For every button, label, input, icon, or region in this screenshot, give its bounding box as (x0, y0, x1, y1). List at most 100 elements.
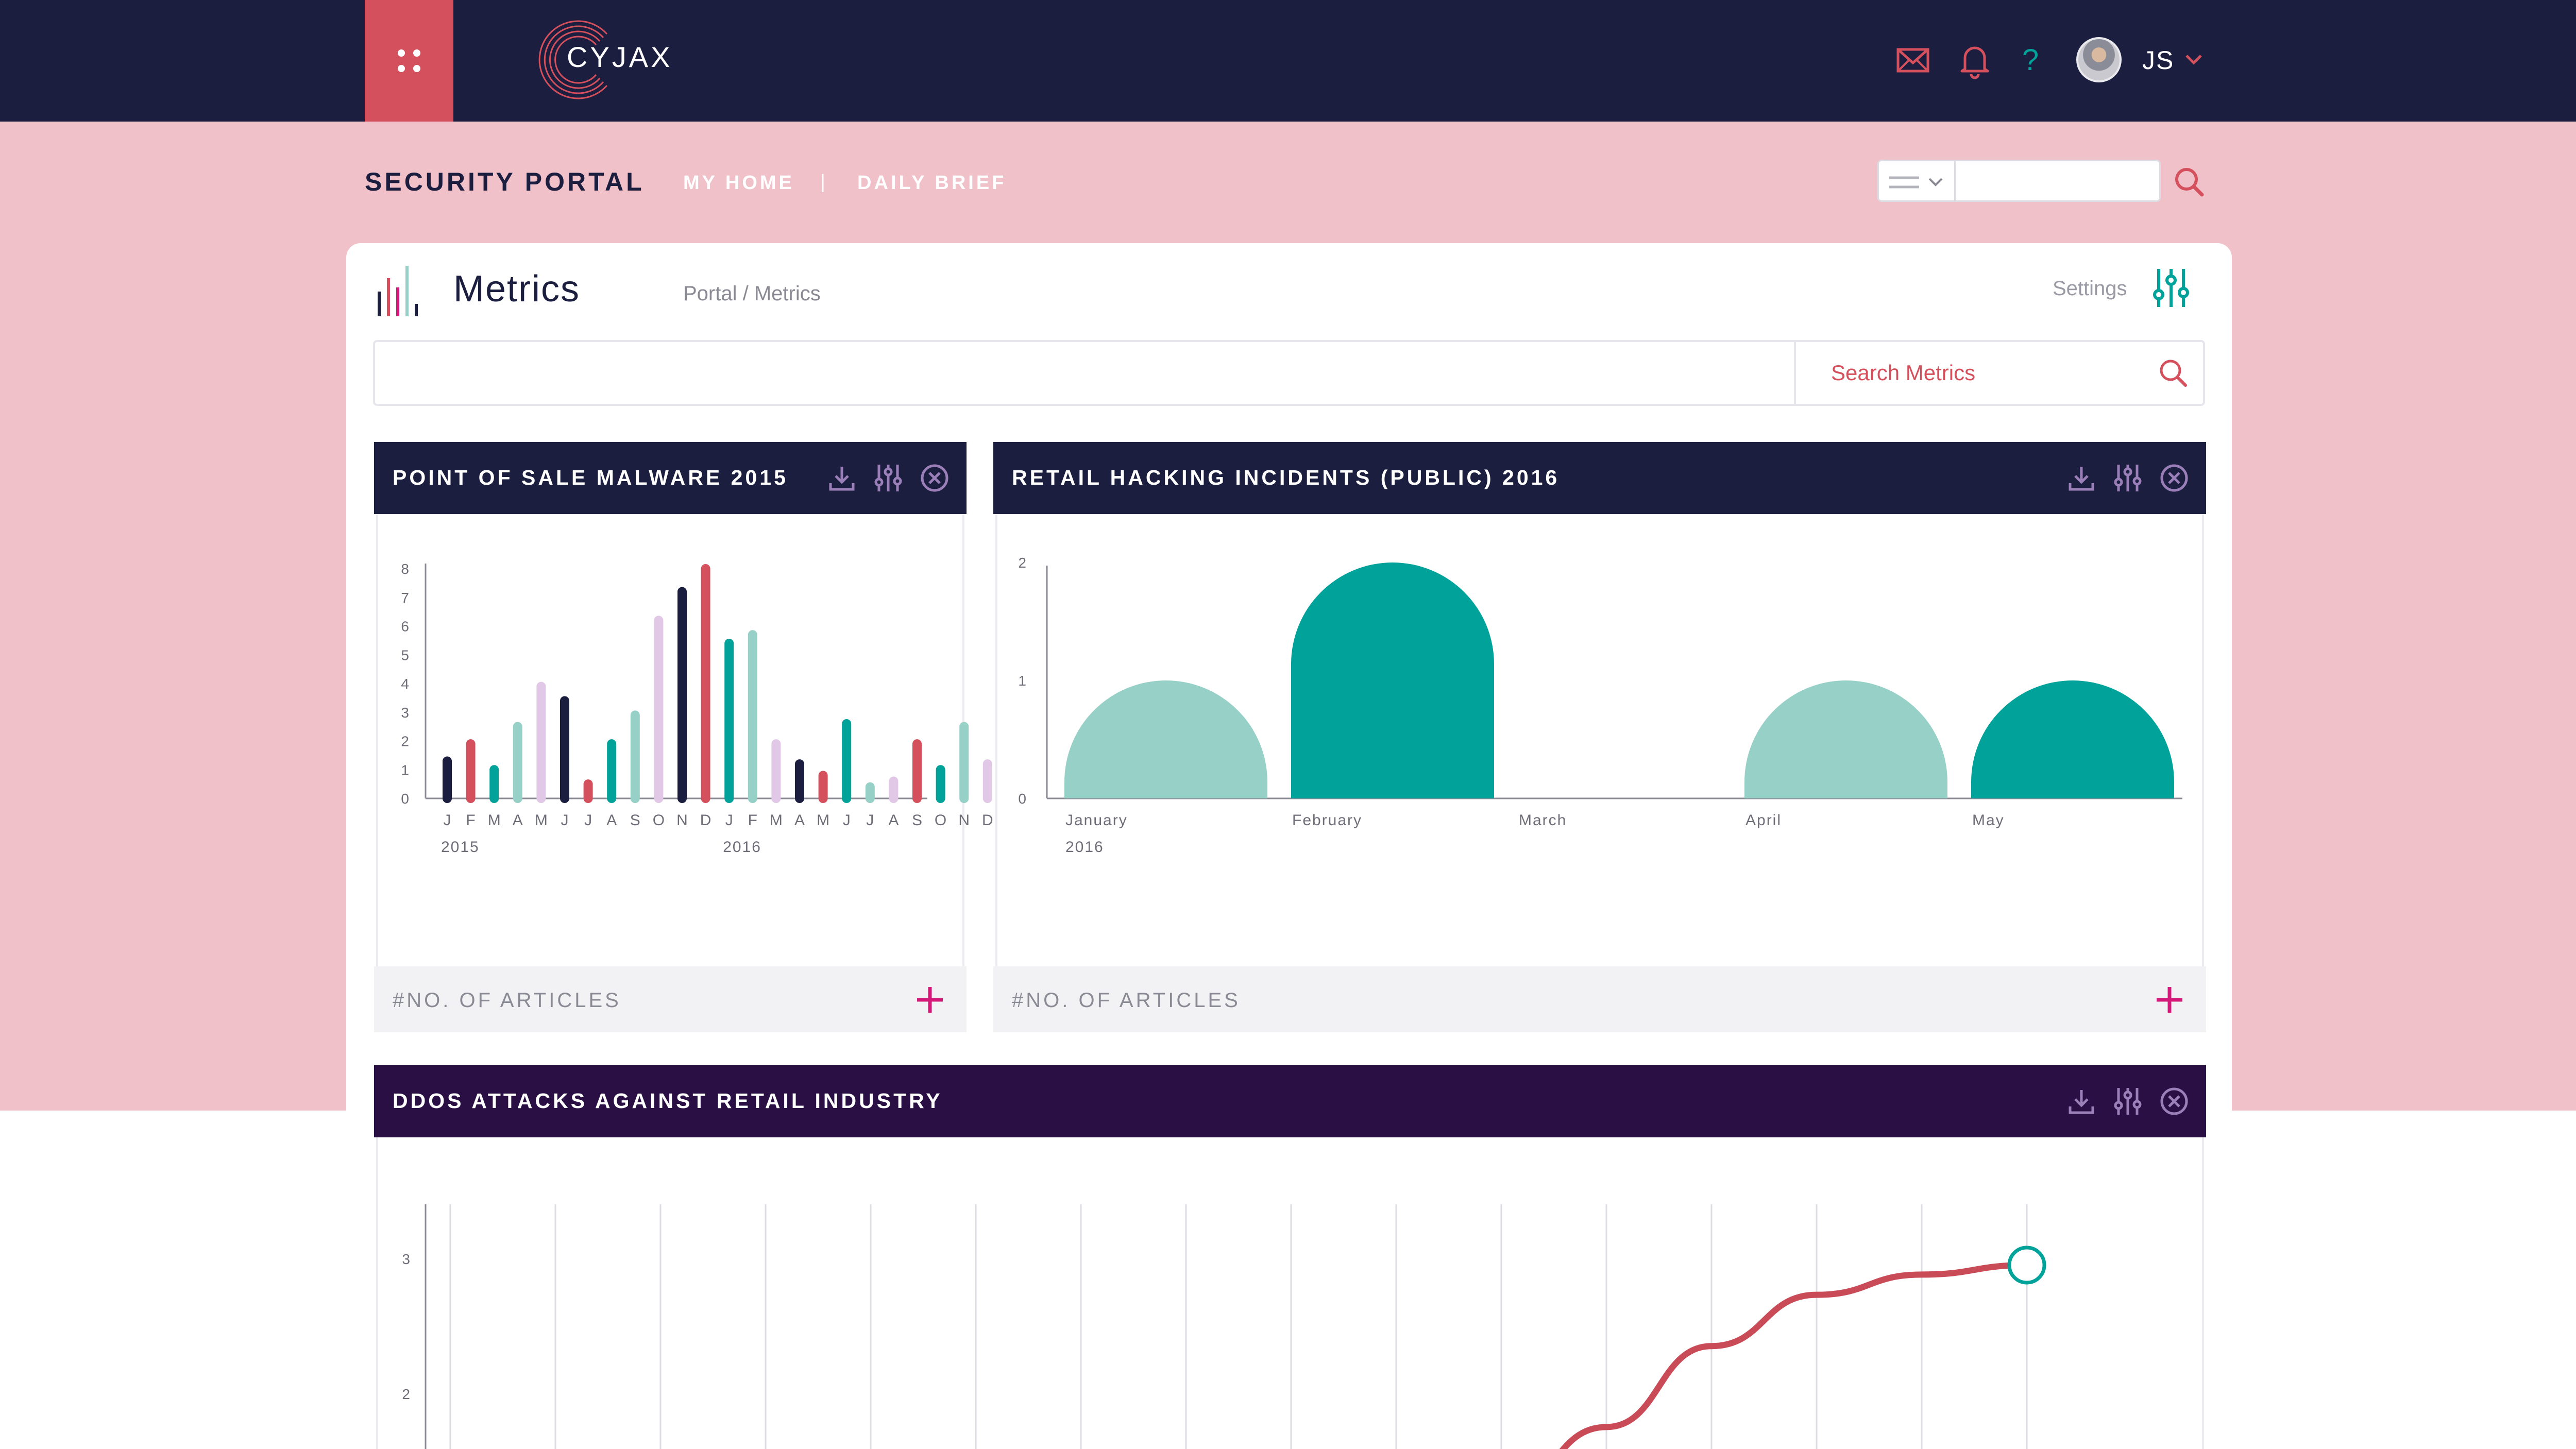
x-group-label: 2016 (1065, 839, 1104, 856)
footer-label: #NO. OF ARTICLES (393, 989, 621, 1012)
user-avatar[interactable] (2076, 37, 2122, 82)
app-menu-button[interactable] (365, 0, 453, 122)
filter-divider (1794, 342, 1796, 404)
x-tick-label: O (935, 812, 946, 829)
search-icon[interactable] (2157, 356, 2190, 389)
sliders-icon[interactable] (2111, 1085, 2144, 1118)
logo-text: CYJAX (567, 41, 673, 73)
header-search-input[interactable] (1956, 160, 2161, 202)
chevron-down-icon[interactable] (2183, 50, 2204, 68)
panel-header: POINT OF SALE MALWARE 2015 (374, 442, 967, 514)
sliders-icon[interactable] (2151, 266, 2191, 310)
y-tick-label: 0 (401, 791, 409, 807)
x-tick-label: S (912, 812, 922, 829)
sliders-icon[interactable] (2111, 462, 2144, 495)
grid-dot (398, 49, 405, 57)
panel-title: DDOS ATTACKS AGAINST RETAIL INDUSTRY (393, 1089, 943, 1113)
download-icon[interactable] (2065, 1085, 2098, 1118)
close-circle-icon[interactable] (2158, 462, 2191, 495)
x-tick-label: M (817, 812, 829, 829)
bar (1291, 562, 1494, 798)
x-group-label: 2015 (441, 839, 480, 856)
y-tick-label: 3 (402, 1251, 410, 1267)
x-tick-label: F (466, 812, 475, 829)
download-icon[interactable] (2065, 462, 2098, 495)
search-filter-dropdown[interactable] (1877, 160, 1956, 202)
plus-icon[interactable] (914, 984, 946, 1016)
x-tick-label: O (653, 812, 665, 829)
panel-title: RETAIL HACKING INCIDENTS (PUBLIC) 2016 (1012, 466, 1560, 489)
x-tick-label: D (982, 812, 993, 829)
plus-icon[interactable] (2154, 984, 2185, 1016)
user-initials[interactable]: JS (2142, 46, 2175, 75)
panel-header: DDOS ATTACKS AGAINST RETAIL INDUSTRY (374, 1065, 2206, 1137)
x-tick-label: J (866, 812, 874, 829)
y-tick-label: 0 (1018, 791, 1026, 807)
bar (1064, 680, 1267, 798)
grid-dot (413, 65, 420, 72)
panel-header: RETAIL HACKING INCIDENTS (PUBLIC) 2016 (993, 442, 2206, 514)
data-point-marker (2007, 1246, 2046, 1285)
search-metrics-input[interactable] (1803, 346, 2143, 400)
breadcrumb[interactable]: Portal / Metrics (683, 282, 821, 305)
x-tick-label: March (1519, 812, 1567, 829)
x-group-label: 2016 (723, 839, 761, 856)
sliders-icon[interactable] (872, 462, 905, 495)
top-navigation-bar: CYJAX ? JS (0, 0, 2576, 122)
x-tick-label: N (676, 812, 688, 829)
grid-dot (398, 65, 405, 72)
panel-tools (2065, 1085, 2191, 1118)
x-tick-label: A (513, 812, 523, 829)
panel-footer: #NO. OF ARTICLES (993, 966, 2206, 1032)
list-icon (1889, 176, 1943, 189)
search-icon[interactable] (2171, 164, 2207, 200)
portal-title: SECURITY PORTAL (365, 167, 645, 196)
x-tick-label: A (606, 812, 617, 829)
metrics-filter-bar[interactable] (373, 340, 2205, 406)
x-tick-label: M (488, 812, 501, 829)
nav-my-home[interactable]: MY HOME (683, 172, 794, 194)
panel-tools (2065, 462, 2191, 495)
x-tick-label: N (958, 812, 970, 829)
x-tick-label: J (725, 812, 733, 829)
bar-chart-icon (378, 266, 418, 316)
x-tick-label: J (444, 812, 451, 829)
x-tick-label: M (770, 812, 783, 829)
y-tick-label: 6 (401, 619, 409, 635)
y-tick-label: 8 (401, 561, 409, 577)
nav-daily-brief[interactable]: DAILY BRIEF (857, 172, 1007, 194)
page-title: Metrics (453, 268, 580, 310)
nav-separator: | (820, 171, 825, 193)
y-tick-label: 1 (401, 762, 409, 778)
close-circle-icon[interactable] (918, 462, 951, 495)
panel-tools (825, 462, 951, 495)
footer-label: #NO. OF ARTICLES (1012, 989, 1241, 1012)
y-tick-label: 1 (1018, 673, 1026, 689)
bell-icon[interactable] (1956, 41, 1994, 79)
y-tick-label: 3 (401, 705, 409, 721)
panel-footer: #NO. OF ARTICLES (374, 966, 967, 1032)
panel-retail-hacking-incidents: RETAIL HACKING INCIDENTS (PUBLIC) 2016 0… (993, 442, 2206, 1032)
x-tick-label: April (1745, 812, 1782, 829)
close-circle-icon[interactable] (2158, 1085, 2191, 1118)
cyjax-logo-mark (538, 20, 608, 99)
retail-hacking-chart: 0 1 2 January February March April May 2016 (1018, 555, 2182, 856)
x-tick-label: January (1065, 812, 1128, 829)
settings-label[interactable]: Settings (2053, 277, 2127, 300)
y-tick-label: 7 (401, 590, 409, 606)
series-line (1559, 1262, 2030, 1449)
question-mark-icon[interactable]: ? (2011, 41, 2049, 79)
panel-title: POINT OF SALE MALWARE 2015 (393, 466, 788, 489)
download-icon[interactable] (825, 462, 858, 495)
x-tick-label: A (794, 812, 805, 829)
x-tick-label: S (630, 812, 640, 829)
panel-chart-area: 0 1 2 3 4 5 6 7 8 J F M A M J J A S O N D J F M A M J J A S O N D 2015 201… (376, 514, 993, 966)
panel-chart-area: 0 1 2 January February March April May 2016 (995, 514, 2204, 966)
x-tick-label: J (584, 812, 592, 829)
x-tick-label: F (748, 812, 757, 829)
envelope-icon[interactable] (1894, 41, 1932, 79)
y-tick-label: 2 (402, 1386, 410, 1402)
